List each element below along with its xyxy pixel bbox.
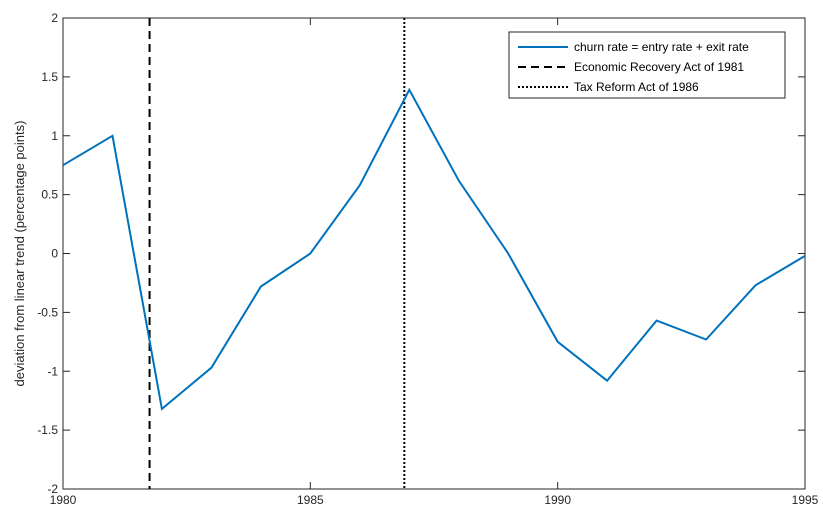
x-tick-label: 1995: [792, 493, 819, 507]
y-tick-label: -1: [47, 364, 58, 378]
vertical-reference-lines: [148, 18, 406, 489]
y-tick-label: -2: [47, 482, 58, 496]
x-tick-label: 1985: [297, 493, 324, 507]
series-lines: [62, 87, 806, 411]
x-tick-label: 1990: [544, 493, 571, 507]
legend-label-tra: Tax Reform Act of 1986: [574, 80, 699, 94]
tick-marks: [62, 17, 806, 490]
y-tick-label: 0: [51, 247, 58, 261]
y-tick-label: 2: [51, 11, 58, 25]
y-tick-label: -1.5: [37, 423, 58, 437]
legend: churn rate = entry rate + exit rate Econ…: [508, 31, 786, 99]
tick-labels: 1980 1985 1990 1995 -2 -1.5 -1 -0.5 0 0.5 1 1.5 2: [37, 11, 818, 507]
y-tick-label: 1.5: [41, 70, 58, 84]
y-tick-label: 1: [51, 129, 58, 143]
y-tick-label: -0.5: [37, 305, 58, 319]
x-tick-label: 1980: [50, 493, 77, 507]
legend-label-churn: churn rate = entry rate + exit rate: [574, 40, 749, 54]
y-tick-label: 0.5: [41, 188, 58, 202]
legend-label-erta: Economic Recovery Act of 1981: [574, 60, 744, 74]
churn-rate-line: [62, 87, 806, 411]
y-axis-label: deviation from linear trend (percentage …: [12, 121, 27, 387]
